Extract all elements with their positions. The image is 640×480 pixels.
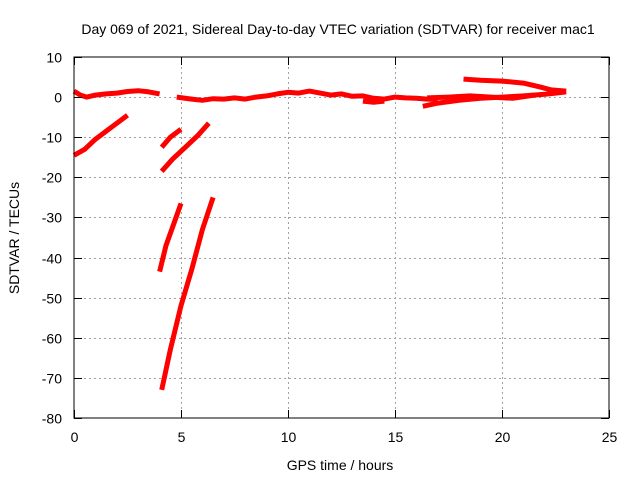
x-tick-label: 0 (71, 429, 79, 445)
x-tick-label: 20 (495, 429, 511, 445)
x-tick-label: 10 (281, 429, 297, 445)
y-axis-label: SDTVAR / TECUs (6, 182, 22, 294)
y-tick-label: -60 (42, 331, 62, 347)
series-line-4 (159, 121, 211, 173)
series-line-10 (427, 92, 535, 101)
x-axis-label: GPS time / hours (287, 457, 394, 473)
y-tick-label: -10 (42, 130, 62, 146)
series-layer (72, 76, 567, 391)
series-line-8 (362, 98, 385, 105)
y-tick-label: 10 (46, 50, 62, 66)
series-line-5 (157, 202, 184, 273)
chart-title: Day 069 of 2021, Sidereal Day-to-day VTE… (81, 21, 594, 37)
x-tick-label: 25 (602, 429, 618, 445)
series-line-1 (72, 88, 161, 100)
series-line-3 (159, 127, 183, 149)
y-tick-label: -30 (42, 210, 62, 226)
series-line-11 (463, 76, 567, 94)
series-line-2 (72, 113, 129, 158)
series-line-7 (176, 88, 438, 103)
axis-ticks: 10 0 -10 -20 -30 -40 -50 -60 -70 -80 0 5 10 15 20 25 (42, 50, 618, 446)
y-tick-label: -20 (42, 170, 62, 186)
y-tick-label: -80 (42, 411, 62, 427)
plot-frame (73, 56, 610, 419)
y-tick-label: -40 (42, 251, 62, 267)
y-tick-label: -50 (42, 291, 62, 307)
grid-lines (74, 57, 609, 418)
series-line-6 (159, 196, 216, 391)
y-tick-label: 0 (54, 90, 62, 106)
x-tick-label: 5 (178, 429, 186, 445)
y-tick-label: -70 (42, 371, 62, 387)
x-tick-label: 15 (388, 429, 404, 445)
